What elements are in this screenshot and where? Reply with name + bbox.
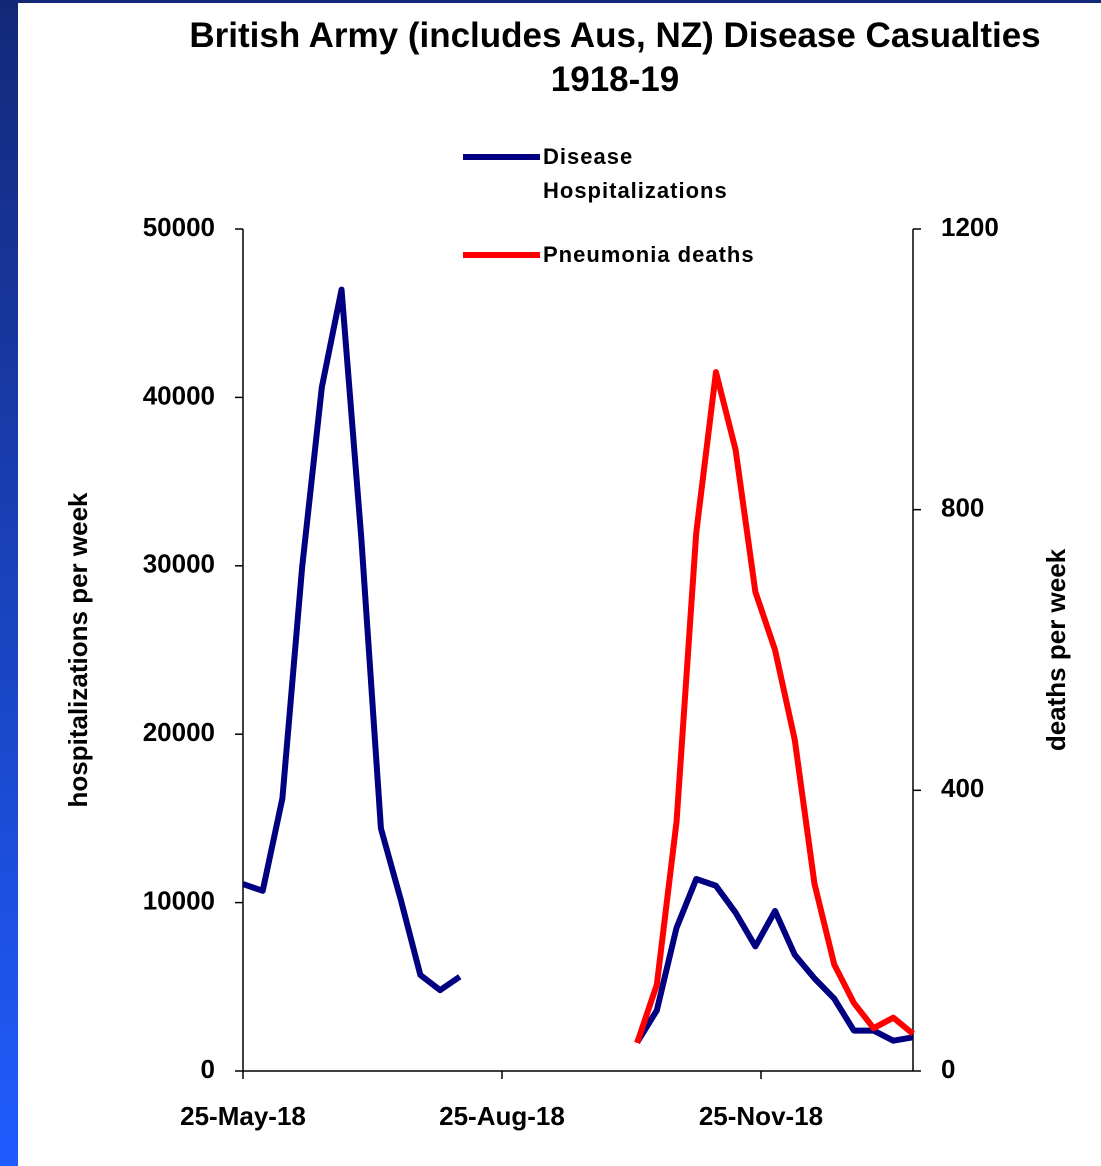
x-tick-label: 25-Nov-18	[699, 1101, 823, 1131]
y2-tick-label: 400	[941, 773, 984, 803]
y2-tick-label: 1200	[941, 212, 999, 242]
y-tick-label: 0	[201, 1054, 215, 1084]
legend-label: Pneumonia deaths	[543, 242, 755, 267]
side-strip	[0, 0, 18, 1166]
x-tick-label: 25-May-18	[180, 1101, 306, 1131]
y-tick-label: 50000	[143, 212, 215, 242]
legend-label: Disease Hospitalizations	[543, 144, 728, 203]
y-tick-label: 30000	[143, 549, 215, 579]
y-axis-label: hospitalizations per week	[63, 492, 93, 808]
top-strip	[0, 0, 1101, 3]
y-tick-label: 10000	[143, 885, 215, 915]
y-tick-label: 20000	[143, 717, 215, 747]
y2-tick-label: 800	[941, 493, 984, 523]
series-line	[242, 286, 914, 1044]
y2-tick-label: 0	[941, 1054, 955, 1084]
y-tick-label: 40000	[143, 380, 215, 410]
x-tick-label: 25-Aug-18	[439, 1101, 565, 1131]
y2-axis-label: deaths per week	[1041, 548, 1071, 751]
series-line	[634, 369, 915, 1044]
chart-title: British Army (includes Aus, NZ) Disease …	[189, 16, 1041, 99]
